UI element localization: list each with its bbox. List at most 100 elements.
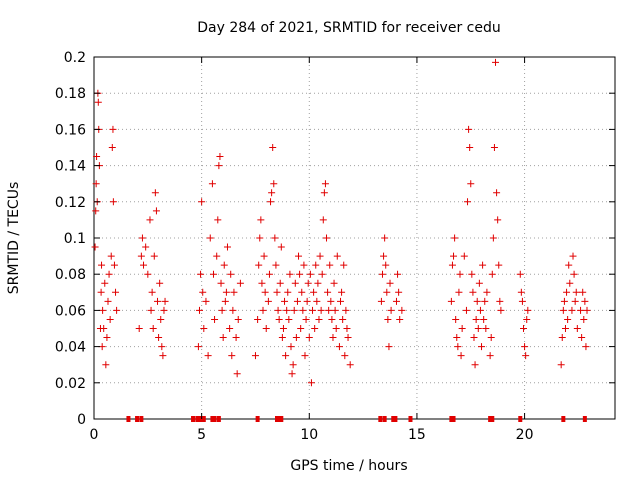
data-point: [264, 297, 272, 305]
data-point: [452, 315, 460, 323]
data-point: [333, 252, 341, 260]
data-point: [157, 315, 165, 323]
data-point: [490, 144, 498, 151]
data-point: [524, 306, 532, 314]
data-point: [160, 306, 168, 314]
data-point: [198, 198, 206, 206]
data-point: [154, 297, 162, 305]
data-point: [229, 306, 237, 314]
data-point: [98, 261, 106, 269]
data-point: [520, 325, 528, 332]
data-point: [99, 306, 107, 314]
data-point: [292, 334, 300, 342]
data-point: [328, 315, 336, 323]
data-point: [482, 325, 490, 332]
zero-marker: [191, 416, 196, 422]
data-point: [454, 343, 462, 351]
data-point: [236, 279, 244, 287]
data-point: [259, 306, 267, 314]
data-point: [518, 297, 526, 305]
data-point: [138, 234, 146, 242]
data-point: [346, 361, 354, 369]
data-point: [558, 334, 566, 342]
data-point: [330, 279, 338, 287]
data-point: [566, 279, 574, 287]
data-point: [451, 234, 459, 242]
data-point: [489, 234, 497, 242]
data-point: [474, 325, 482, 332]
data-point: [338, 288, 346, 296]
data-point: [394, 270, 402, 278]
data-point: [275, 315, 283, 323]
zero-marker: [378, 416, 383, 422]
data-point: [311, 325, 319, 332]
data-point: [457, 352, 465, 360]
data-point: [560, 297, 568, 305]
data-point: [340, 261, 348, 269]
data-point: [487, 334, 495, 342]
data-point: [455, 288, 463, 296]
data-points: [91, 58, 591, 387]
data-point: [486, 352, 494, 360]
data-point: [335, 343, 343, 351]
data-point: [257, 216, 265, 224]
y-tick-label: 0.14: [55, 159, 86, 175]
data-point: [523, 315, 531, 323]
data-point: [267, 198, 275, 206]
data-point: [467, 180, 475, 188]
data-point: [218, 306, 226, 314]
data-point: [331, 306, 339, 314]
grid-lines: [94, 57, 615, 419]
data-point: [315, 315, 323, 323]
data-point: [91, 243, 99, 251]
data-point: [488, 270, 496, 278]
data-point: [216, 153, 224, 161]
data-point: [290, 306, 298, 314]
data-point: [323, 234, 331, 242]
zero-marker: [279, 416, 284, 422]
data-point: [137, 252, 145, 260]
data-point: [149, 325, 157, 332]
data-point: [327, 297, 335, 305]
data-point: [92, 180, 100, 188]
data-point: [383, 288, 391, 296]
data-point: [202, 297, 210, 305]
data-point: [92, 207, 100, 215]
data-point: [209, 270, 217, 278]
data-point: [563, 288, 571, 296]
data-point: [195, 306, 203, 314]
chart-title: Day 284 of 2021, SRMTID for receiver ced…: [197, 20, 500, 36]
x-axis-label: GPS time / hours: [290, 458, 407, 474]
data-point: [234, 315, 242, 323]
data-point: [287, 343, 295, 351]
zero-marker: [561, 416, 566, 422]
zero-marker: [216, 416, 221, 422]
data-point: [304, 279, 312, 287]
data-point: [561, 325, 569, 332]
data-point: [112, 288, 120, 296]
data-point: [465, 125, 473, 133]
data-point: [197, 270, 205, 278]
data-point: [219, 334, 227, 342]
zero-marker: [451, 416, 456, 422]
y-tick-label: 0.1: [64, 231, 86, 247]
data-point: [254, 315, 262, 323]
data-point: [522, 352, 530, 360]
y-tick-label: 0.02: [55, 376, 86, 392]
data-point: [564, 315, 572, 323]
data-point: [470, 334, 478, 342]
zero-marker: [393, 416, 398, 422]
data-point: [385, 343, 393, 351]
zero-marker: [210, 416, 215, 422]
zero-markers: [126, 416, 587, 422]
data-point: [321, 180, 329, 188]
data-point: [194, 343, 202, 351]
data-point: [344, 334, 352, 342]
data-point: [495, 261, 503, 269]
data-point: [146, 216, 154, 224]
y-tick-label: 0.06: [55, 303, 86, 319]
data-point: [299, 306, 307, 314]
data-point: [319, 216, 327, 224]
data-point: [398, 306, 406, 314]
